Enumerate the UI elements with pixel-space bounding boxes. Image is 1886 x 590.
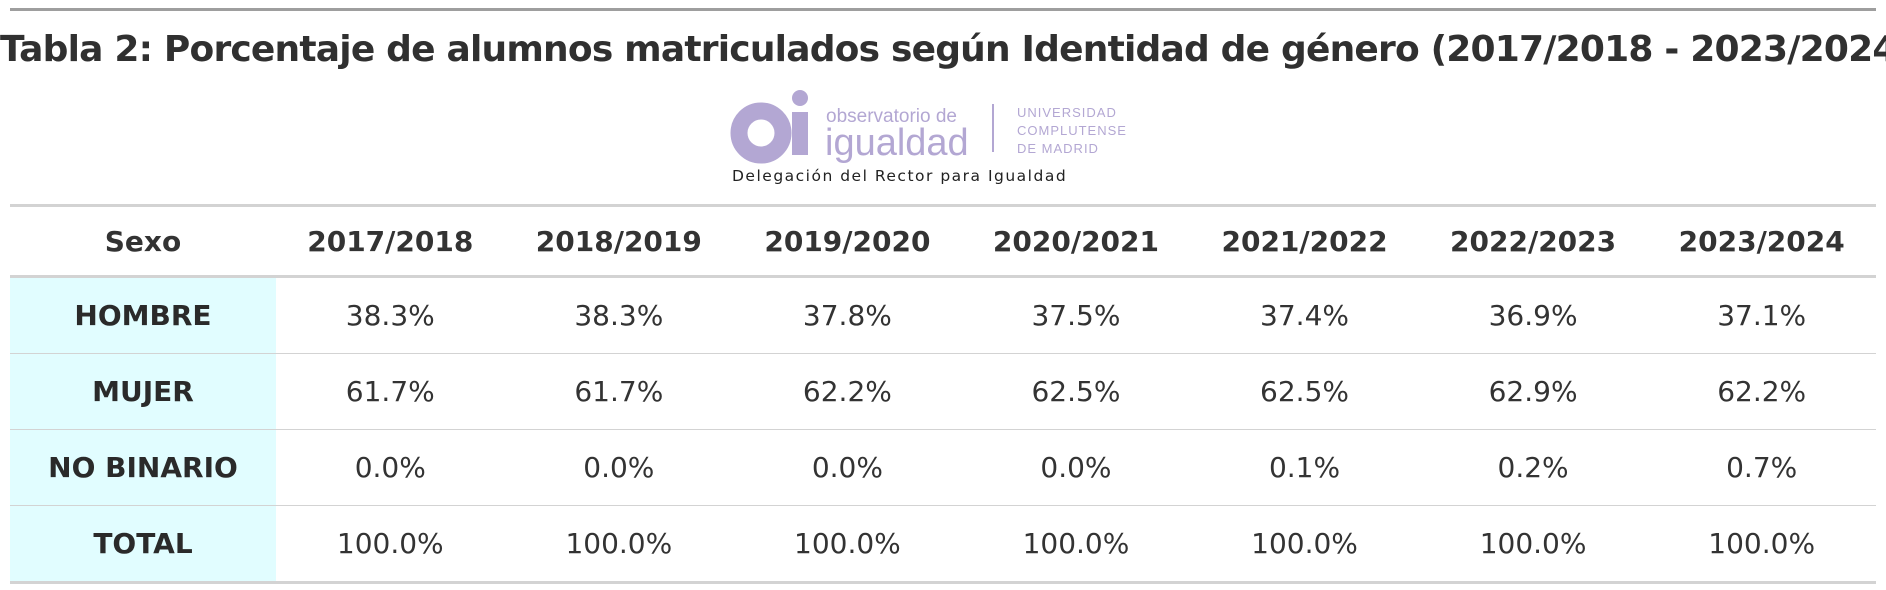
table-cell: 100.0% — [1190, 505, 1419, 584]
row-label: NO BINARIO — [10, 429, 276, 506]
table-cell: 100.0% — [1647, 505, 1876, 584]
table-cell: 100.0% — [276, 505, 505, 584]
table-cell: 0.2% — [1418, 429, 1648, 506]
table-cell: 100.0% — [961, 505, 1191, 584]
table-cell: 38.3% — [276, 276, 505, 354]
logo-institution-3: DE MADRID — [1017, 141, 1099, 156]
row-label: MUJER — [10, 353, 276, 430]
logo-line1: observatorio de — [826, 106, 957, 127]
table-row-hombre: HOMBRE 38.3% 38.3% 37.8% 37.5% 37.4% 36.… — [10, 276, 1876, 354]
logo-o-mark — [730, 102, 792, 164]
table-cell: 62.5% — [961, 353, 1191, 430]
table-cell: 100.0% — [504, 505, 734, 584]
row-label: HOMBRE — [10, 276, 276, 354]
table-cell: 0.0% — [961, 429, 1191, 506]
logo-i-dot — [792, 90, 808, 106]
table-cell: 0.0% — [504, 429, 734, 506]
header-year: 2019/2020 — [733, 204, 962, 278]
table-cell: 62.9% — [1418, 353, 1648, 430]
top-rule — [10, 8, 1876, 11]
table-cell: 37.1% — [1647, 276, 1876, 354]
header-year: 2021/2022 — [1190, 204, 1419, 278]
logo-tagline: Delegación del Rector para Igualdad — [732, 167, 1067, 185]
table-cell: 62.2% — [1647, 353, 1876, 430]
table-cell: 38.3% — [504, 276, 734, 354]
logo-institution-2: COMPLUTENSE — [1017, 123, 1127, 138]
header-year: 2020/2021 — [961, 204, 1191, 278]
header-year: 2018/2019 — [504, 204, 734, 278]
gender-enrollment-table: Sexo 2017/2018 2018/2019 2019/2020 2020/… — [10, 204, 1876, 584]
logo-institution-1: UNIVERSIDAD — [1017, 105, 1117, 120]
table-cell: 62.5% — [1190, 353, 1419, 430]
table-header-row: Sexo 2017/2018 2018/2019 2019/2020 2020/… — [10, 204, 1876, 278]
table-row-total: TOTAL 100.0% 100.0% 100.0% 100.0% 100.0%… — [10, 505, 1876, 584]
table-cell: 37.5% — [961, 276, 1191, 354]
table-cell: 36.9% — [1418, 276, 1648, 354]
header-year: 2022/2023 — [1418, 204, 1648, 278]
table-cell: 0.0% — [733, 429, 962, 506]
table-cell: 61.7% — [504, 353, 734, 430]
table-cell: 0.1% — [1190, 429, 1419, 506]
table-row-no-binario: NO BINARIO 0.0% 0.0% 0.0% 0.0% 0.1% 0.2%… — [10, 429, 1876, 506]
logo-i-stem — [792, 112, 808, 155]
logo-line2: igualdad — [825, 122, 969, 164]
table-cell: 0.0% — [276, 429, 505, 506]
table-cell: 61.7% — [276, 353, 505, 430]
header-year: 2023/2024 — [1647, 204, 1876, 278]
row-label: TOTAL — [10, 505, 276, 584]
header-sexo: Sexo — [10, 204, 276, 278]
table-title: Tabla 2: Porcentaje de alumnos matricula… — [0, 29, 1886, 70]
header-year: 2017/2018 — [276, 204, 505, 278]
table-cell: 37.4% — [1190, 276, 1419, 354]
observatorio-igualdad-logo: observatorio de igualdad UNIVERSIDAD COM… — [725, 90, 1145, 186]
table-cell: 100.0% — [733, 505, 962, 584]
table-cell: 100.0% — [1418, 505, 1648, 584]
table-cell: 0.7% — [1647, 429, 1876, 506]
table-cell: 62.2% — [733, 353, 962, 430]
table-row-mujer: MUJER 61.7% 61.7% 62.2% 62.5% 62.5% 62.9… — [10, 353, 1876, 430]
logo-separator — [992, 104, 994, 152]
table-cell: 37.8% — [733, 276, 962, 354]
